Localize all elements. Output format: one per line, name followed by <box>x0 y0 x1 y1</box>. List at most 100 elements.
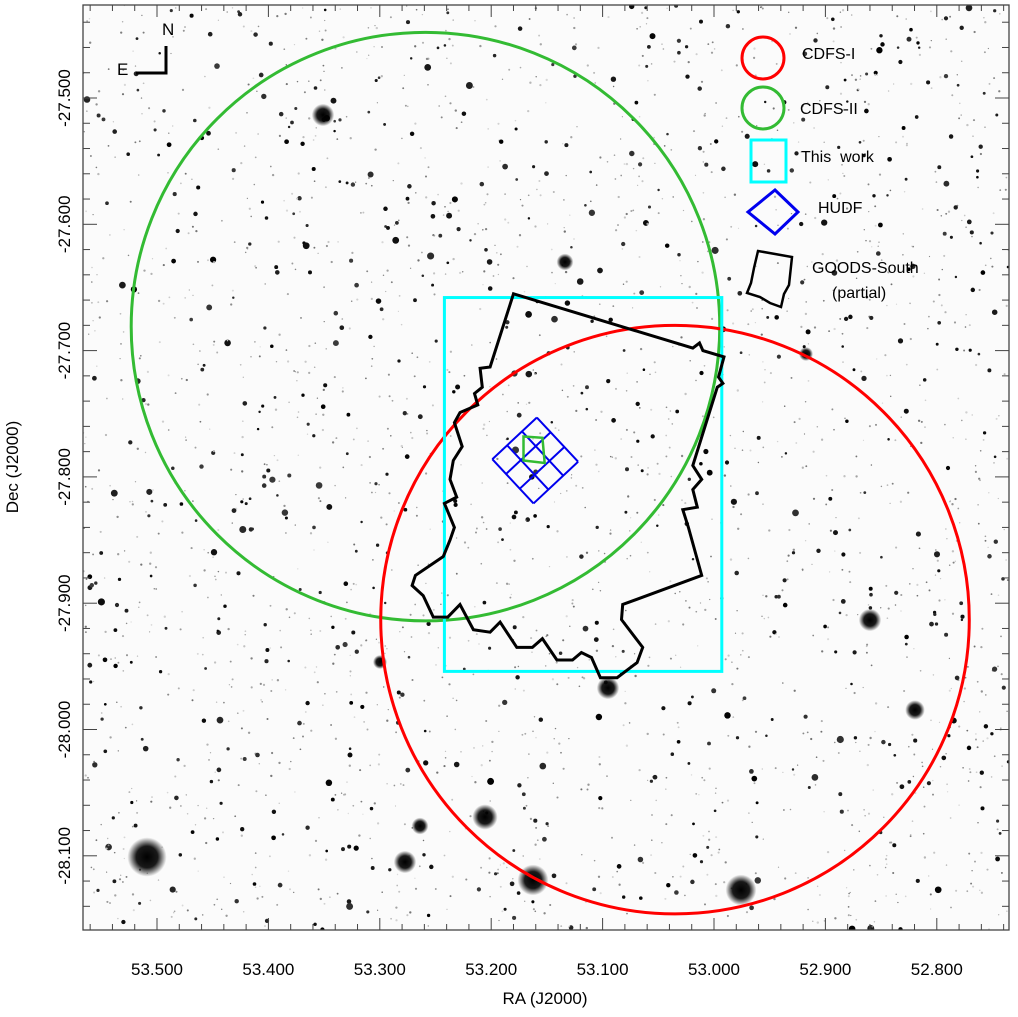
star <box>573 17 575 19</box>
star <box>631 307 634 309</box>
star <box>999 727 1002 730</box>
star <box>378 483 380 486</box>
star <box>216 767 222 773</box>
star <box>264 283 266 285</box>
star <box>313 549 315 551</box>
star <box>503 907 507 911</box>
star <box>157 299 161 303</box>
star <box>977 522 980 525</box>
star <box>981 627 984 630</box>
star <box>261 93 267 100</box>
star <box>567 676 570 679</box>
star <box>954 560 957 563</box>
star <box>998 914 1000 916</box>
star <box>512 849 516 852</box>
star <box>404 454 410 459</box>
star <box>264 659 269 664</box>
star <box>349 258 354 263</box>
star <box>832 289 834 291</box>
star <box>518 234 522 237</box>
star <box>250 215 252 218</box>
star <box>135 37 139 40</box>
star <box>905 363 908 366</box>
star <box>665 434 668 437</box>
star <box>444 273 447 275</box>
star <box>528 753 530 755</box>
star <box>669 580 672 583</box>
star <box>319 897 322 901</box>
star <box>113 628 118 632</box>
star <box>517 402 520 404</box>
star <box>325 244 328 248</box>
star <box>763 617 766 620</box>
star <box>611 876 614 878</box>
star <box>411 436 414 440</box>
y-tick-label: -28.100 <box>55 827 74 885</box>
star <box>921 765 924 768</box>
star <box>534 843 537 846</box>
star <box>983 51 986 54</box>
star <box>672 345 674 348</box>
star <box>967 780 970 782</box>
star <box>455 699 458 702</box>
star <box>729 558 733 561</box>
star <box>666 7 668 10</box>
star <box>821 219 828 226</box>
star <box>848 570 851 573</box>
star <box>697 260 699 263</box>
star <box>786 578 789 581</box>
star <box>113 663 118 669</box>
star <box>373 345 375 348</box>
star <box>611 456 614 458</box>
star <box>371 857 373 860</box>
star <box>629 517 632 519</box>
star <box>606 378 611 384</box>
star <box>789 168 795 173</box>
star <box>441 592 443 594</box>
star <box>333 376 336 379</box>
star <box>255 790 258 793</box>
star <box>784 452 788 455</box>
star <box>727 734 730 737</box>
star <box>801 117 806 122</box>
star <box>452 390 456 394</box>
star <box>354 549 358 553</box>
star <box>337 241 339 243</box>
star <box>991 265 994 268</box>
star <box>871 246 873 248</box>
star <box>841 552 846 557</box>
star <box>119 281 126 289</box>
star <box>673 60 676 63</box>
star <box>281 833 285 836</box>
star <box>661 706 666 711</box>
star <box>138 140 141 143</box>
star <box>943 254 946 257</box>
star <box>900 610 902 612</box>
star <box>730 485 732 487</box>
star <box>855 455 858 458</box>
star <box>855 741 857 744</box>
star <box>598 470 600 473</box>
star <box>487 286 493 291</box>
star <box>332 662 335 665</box>
star <box>808 523 810 525</box>
star <box>355 583 358 586</box>
star <box>92 213 94 216</box>
star <box>319 79 322 82</box>
y-tick-label: -28.000 <box>55 701 74 759</box>
star <box>920 441 923 445</box>
star <box>777 224 779 226</box>
star <box>402 87 405 90</box>
star <box>324 693 326 695</box>
star <box>876 873 879 876</box>
star <box>319 466 322 469</box>
star <box>287 473 292 478</box>
star <box>965 438 967 440</box>
star <box>501 78 504 80</box>
star <box>777 594 781 599</box>
star <box>231 168 236 173</box>
star <box>127 254 130 257</box>
star <box>321 38 324 41</box>
star <box>405 397 408 400</box>
star <box>98 316 101 319</box>
